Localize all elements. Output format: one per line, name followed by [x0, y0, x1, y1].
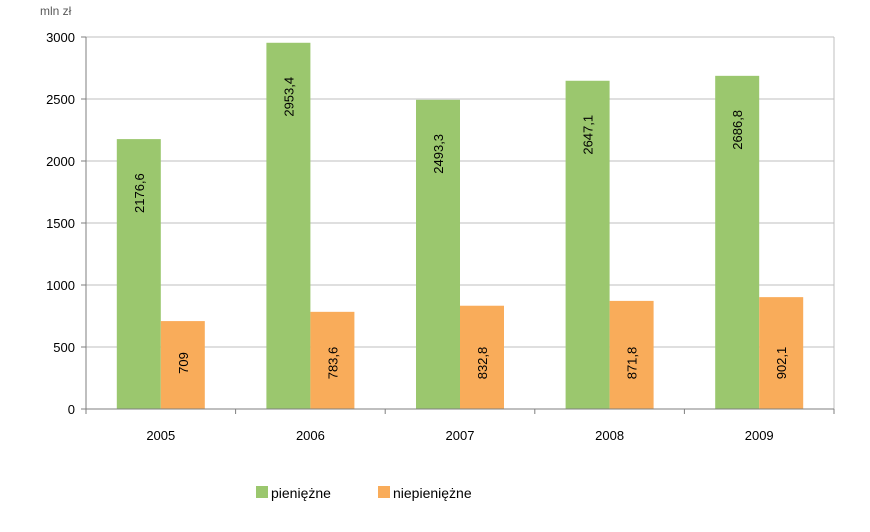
- y-tick-label: 1500: [46, 216, 75, 231]
- x-tick-label: 2009: [745, 428, 774, 443]
- data-label: 2953,4: [281, 77, 296, 117]
- data-label: 783,6: [325, 347, 340, 380]
- bar-pieniezne-2007: [416, 99, 460, 409]
- data-label: 2493,3: [431, 134, 446, 174]
- data-label: 709: [176, 352, 191, 374]
- legend-swatch: [256, 486, 268, 498]
- y-tick-label: 2000: [46, 154, 75, 169]
- data-label: 2647,1: [581, 115, 596, 155]
- legend-label: niepieniężne: [393, 485, 472, 501]
- bar-pieniezne-2005: [116, 139, 161, 409]
- x-tick-label: 2005: [146, 428, 175, 443]
- x-tick-label: 2007: [446, 428, 475, 443]
- y-unit-label: mln zł: [40, 4, 72, 18]
- data-label: 2686,8: [730, 110, 745, 150]
- y-axis-ticks: 0 500 1000 1500 2000 2500 3000: [46, 30, 86, 417]
- x-tick-label: 2006: [296, 428, 325, 443]
- legend: pieniężne niepieniężne: [256, 485, 472, 501]
- x-tick-label: 2008: [595, 428, 624, 443]
- bars: 2176,6 709 2953,4 783,6 2493,3 832,8 2647,1 871…: [116, 42, 804, 410]
- y-tick-label: 2500: [46, 92, 75, 107]
- data-label: 832,8: [475, 347, 490, 380]
- legend-label: pieniężne: [271, 485, 331, 501]
- y-tick-label: 3000: [46, 30, 75, 45]
- y-tick-label: 1000: [46, 278, 75, 293]
- bar-niepieniezne-2007: [460, 305, 504, 409]
- legend-swatch: [378, 486, 390, 498]
- y-tick-label: 0: [68, 402, 75, 417]
- bar-niepieniezne-2006: [310, 311, 355, 409]
- data-label: 2176,6: [132, 173, 147, 213]
- data-label: 902,1: [774, 347, 789, 380]
- bar-niepieniezne-2009: [759, 297, 804, 409]
- bar-niepieniezne-2008: [609, 300, 654, 409]
- y-tick-label: 500: [53, 340, 75, 355]
- bar-pieniezne-2009: [715, 75, 760, 410]
- x-axis: 2005 2006 2007 2008 2009: [85, 37, 835, 443]
- bar-niepieniezne-2005: [160, 321, 205, 409]
- bar-pieniezne-2006: [266, 42, 311, 409]
- data-label: 871,8: [625, 347, 640, 380]
- bar-pieniezne-2008: [565, 80, 610, 410]
